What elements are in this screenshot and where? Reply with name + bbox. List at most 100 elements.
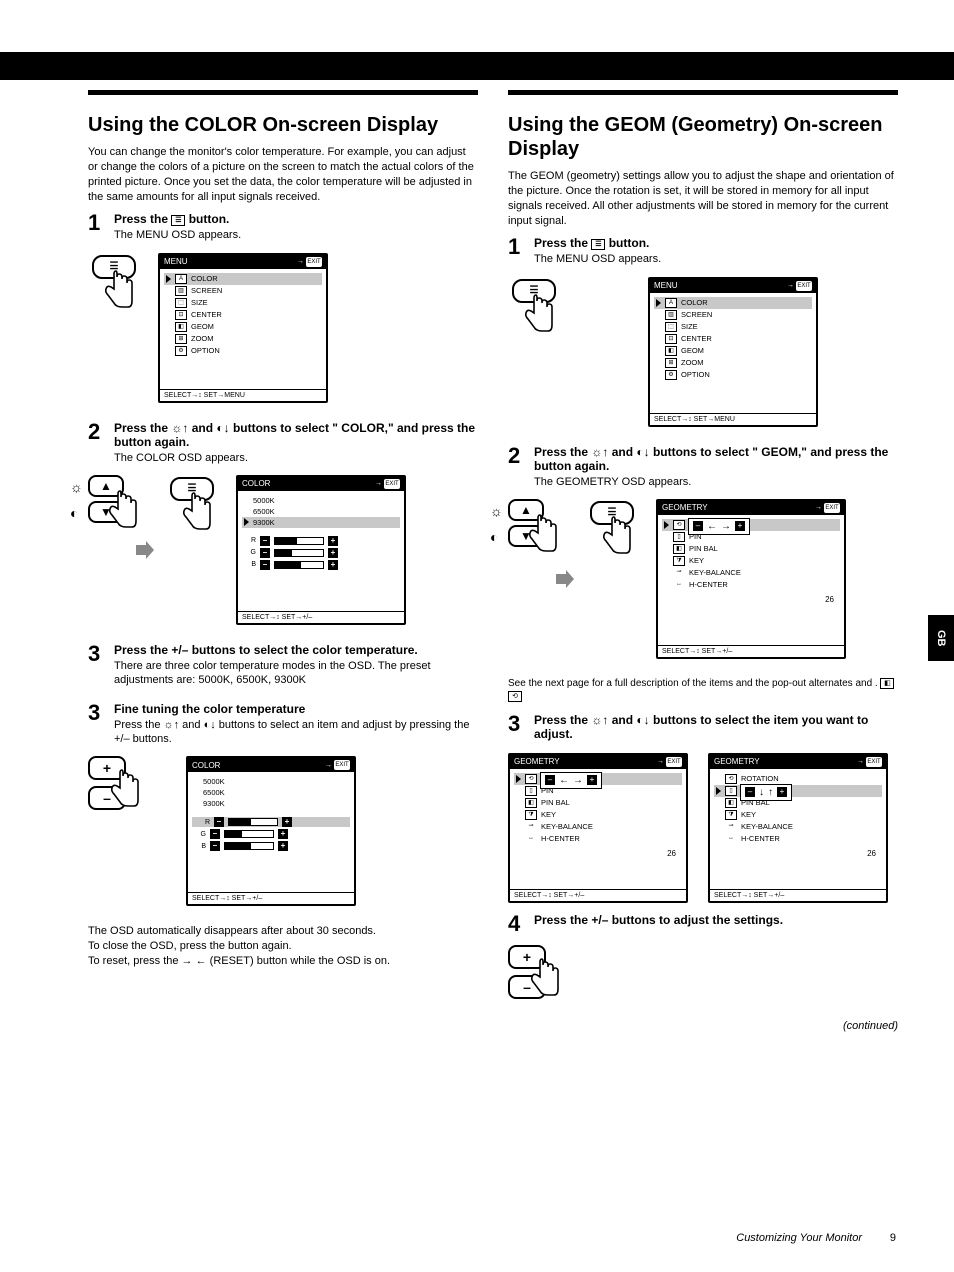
osd-row: 6500K <box>192 787 350 798</box>
osd-item-label: SCREEN <box>191 286 222 295</box>
step-text: Fine tuning the color temperature <box>114 702 478 716</box>
popout-minus: – <box>745 787 755 797</box>
step-number: 1 <box>508 236 534 258</box>
sel-triangle-icon <box>244 518 249 526</box>
step-number: 3 <box>508 713 534 735</box>
geom-icon-b: ⟲ <box>508 691 522 702</box>
osd-item-label: COLOR <box>681 298 708 307</box>
page-content: Using the COLOR On-screen Display You ca… <box>88 90 908 1042</box>
osd-title-bar: MENU →EXIT <box>650 279 816 293</box>
brightness-icon: ☼ <box>490 503 503 519</box>
osd-row: ◧GEOM <box>164 321 322 333</box>
left-step-1: 1 Press the ☰ button. The MENU OSD appea… <box>88 212 478 242</box>
osd-item-label: PIN BAL <box>741 798 770 807</box>
slider-label: G <box>242 549 256 556</box>
sel-triangle-icon <box>516 775 521 783</box>
osd-row: ⬚SIZE <box>164 297 322 309</box>
osd-exit: →EXIT <box>325 760 350 770</box>
osd-row: ◧PIN BAL <box>514 797 682 809</box>
osd-item-icon: ⊸ <box>725 822 737 832</box>
osd-row: ▯PIN <box>514 785 682 797</box>
menu-osd-right: MENU →EXIT ACOLOR ▥SCREEN ⬚SIZE ⊡CENTER … <box>648 277 818 427</box>
press-hand-icon: ☰ <box>586 499 646 563</box>
plus-icon: + <box>328 548 338 558</box>
osd-item-icon: ▥ <box>175 286 187 296</box>
menu-osd-left: MENU →EXIT ACOLOR ▥SCREEN ⬚SIZE ⊡CENTER … <box>158 253 328 403</box>
osd-body: ACOLOR ▥SCREEN ⬚SIZE ⊡CENTER ◧GEOM ⊞ZOOM… <box>160 269 326 389</box>
osd-row: ⧩KEY <box>514 809 682 821</box>
osd-item-label: CENTER <box>681 334 712 343</box>
osd-row: ACOLOR <box>654 297 812 309</box>
color-temp-label: 5000K <box>253 496 275 505</box>
left-step2-illustration: ☼ ▲ ◐ ▼ ☰ COLOR →EXIT <box>88 475 478 625</box>
osd-row: ⟲ROTATION – ← → + <box>662 519 840 531</box>
popout-minus: – <box>693 521 703 531</box>
left-final-note: The OSD automatically disappears after a… <box>88 924 478 969</box>
osd-body: ACOLOR ▥SCREEN ⬚SIZE ⊡CENTER ◧GEOM ⊞ZOOM… <box>650 293 816 413</box>
geometry-osd: GEOMETRY →EXIT ⟲ROTATION – ← → + ▯PIN ◧P… <box>656 499 846 659</box>
right-heading: Using the GEOM (Geometry) On-screen Disp… <box>508 113 898 161</box>
osd-item-label: H-CENTER <box>741 834 780 843</box>
osd-item-icon: ⊞ <box>665 358 677 368</box>
press-hand-icon: ☰ <box>508 277 568 341</box>
step-text: Press the ☰ button. <box>534 236 898 250</box>
minus-icon: – <box>210 829 220 839</box>
osd-item-icon: ⊡ <box>175 310 187 320</box>
slider-bar <box>274 549 324 557</box>
osd-item-icon: ▯ <box>725 786 737 796</box>
step-label: Press the <box>534 236 588 250</box>
sel-triangle-icon <box>656 299 661 307</box>
exit-box: EXIT <box>796 281 812 291</box>
osd-hint: SELECT→↕ SET→MENU <box>160 389 326 401</box>
osd-title-bar: COLOR →EXIT <box>238 477 404 491</box>
osd-item-icon: ⧩ <box>725 810 737 820</box>
color-temp-label: 6500K <box>253 507 275 516</box>
color-temp-label: 9300K <box>203 799 225 808</box>
menu-button-icon: ☰ <box>591 239 605 250</box>
osd-item-icon: ⊸ <box>525 822 537 832</box>
osd-row: ⊞ZOOM <box>164 333 322 345</box>
osd-row: ↔H-CENTER <box>514 833 682 845</box>
osd-item-icon: ⊞ <box>175 334 187 344</box>
plus-icon: + <box>278 841 288 851</box>
osd-row: ⚙OPTION <box>654 369 812 381</box>
slider-row: G– + <box>242 548 400 558</box>
pm-buttons-group: + – <box>508 945 546 999</box>
osd-item-icon: ◧ <box>673 544 685 554</box>
pm-buttons-group: + – <box>88 756 126 810</box>
osd-item-label: PIN BAL <box>689 544 718 553</box>
osd-body: ⟲ROTATION – ← → + ▯PIN ◧PIN BAL ⧩KEY ⊸KE… <box>510 769 686 889</box>
osd-exit: →EXIT <box>857 757 882 767</box>
osd-row: ◧PIN BAL <box>714 797 882 809</box>
osd-item-label: OPTION <box>191 346 220 355</box>
osd-exit: →EXIT <box>787 281 812 291</box>
step-number: 2 <box>508 445 534 467</box>
osd-row: ↔H-CENTER <box>662 579 840 591</box>
step-text: Press the ☰ button. <box>114 212 478 226</box>
osd-item-icon: ◧ <box>525 798 537 808</box>
osd-title: MENU <box>654 281 678 290</box>
right-note: See the next page for a full description… <box>508 677 898 703</box>
left-step3-illustration: + – COLOR →EXIT 5000K 6500K 9300K <box>88 756 478 906</box>
right-column: Using the GEOM (Geometry) On-screen Disp… <box>508 90 898 1042</box>
osd-row: 9300K <box>242 517 400 528</box>
top-black-bar <box>0 52 954 80</box>
hand-icon <box>526 513 562 560</box>
osd-item-label: KEY <box>741 810 756 819</box>
step-sub: The COLOR OSD appears. <box>114 451 478 465</box>
right-step1-illustration: ☰ MENU →EXIT ACOLOR ▥SCREEN ⬚SIZE ⊡CENTE… <box>508 277 898 427</box>
osd-row: ACOLOR <box>164 273 322 285</box>
osd-row: ⧩ KEY <box>714 809 882 821</box>
minus-icon: – <box>260 548 270 558</box>
osd-title-bar: GEOMETRY →EXIT <box>510 755 686 769</box>
plus-icon: + <box>278 829 288 839</box>
geom-value: 26 <box>714 845 882 858</box>
step-sub: The MENU OSD appears. <box>114 228 478 242</box>
osd-item-icon: ◧ <box>665 346 677 356</box>
osd-item-label: COLOR <box>191 274 218 283</box>
osd-row: ⊸KEY-BALANCE <box>714 821 882 833</box>
left-step-3b: 3 Fine tuning the color temperature Pres… <box>88 702 478 747</box>
plus-icon: + <box>282 817 292 827</box>
slider-bar <box>274 537 324 545</box>
osd-row: ▥SCREEN <box>654 309 812 321</box>
